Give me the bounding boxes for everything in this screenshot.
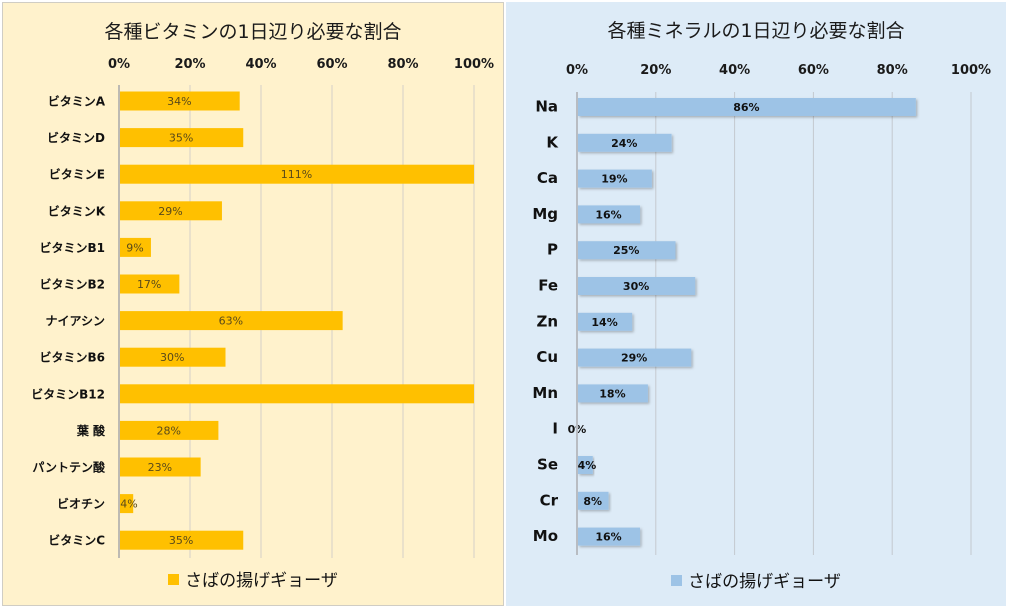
bar [120, 494, 134, 514]
category-label: Cu [536, 348, 558, 366]
data-label: 23% [148, 461, 172, 474]
data-label: 30% [623, 280, 649, 293]
category-label: ビオチン [57, 496, 105, 511]
category-label: Ca [537, 169, 558, 187]
data-label: 9% [126, 241, 143, 254]
bar [578, 312, 633, 331]
bar [120, 530, 244, 550]
x-tick-label: 80% [877, 63, 908, 78]
bar [120, 201, 222, 221]
bar [578, 169, 652, 188]
data-label: 63% [219, 315, 243, 328]
bar [120, 457, 201, 477]
bar [120, 274, 180, 294]
bar [120, 347, 226, 367]
data-label: 111% [281, 168, 312, 181]
vitamin-chart-plot: 0% 20% 40% 60% 80% 100% ビタミンA 34% ビタミンD 35% ビタミンE 1… [31, 57, 494, 558]
category-label: K [546, 133, 559, 151]
bar [120, 91, 240, 111]
data-label: 19% [601, 173, 627, 186]
bar [578, 241, 676, 260]
mineral-chart-title: 各種ミネラルの1日辺り必要な割合 [607, 20, 905, 42]
bar [578, 456, 593, 474]
vitamin-chart-legend: さばの揚げギョーザ [3, 566, 503, 591]
x-tick-label: 0% [108, 57, 130, 72]
category-label: P [547, 241, 558, 259]
data-label: 34% [167, 95, 191, 108]
data-label: 14% [591, 316, 617, 329]
mineral-chart-legend: さばの揚げギョーザ [506, 567, 1006, 592]
category-label: I [552, 420, 558, 438]
data-label: 25% [613, 244, 639, 257]
category-label: Mo [533, 527, 558, 545]
category-label: ビタミンB12 [31, 386, 105, 401]
mineral-chart-panel: 各種ミネラルの1日辺り必要な割合 0% 20% 40% 60% 80% 100% Na 86%… [506, 2, 1006, 606]
data-label: 17% [137, 278, 161, 291]
category-label: ビタミンK [48, 203, 106, 218]
category-label: Zn [536, 312, 558, 330]
category-label: ビタミンB1 [40, 240, 106, 255]
bar [578, 133, 672, 152]
vitamin-chart-panel: 各種ビタミンの1日辺り必要な割合 0% 20% 40% 60% 80% 100% ビタミンA… [2, 2, 504, 606]
bar [120, 311, 343, 331]
data-label: 4% [120, 498, 137, 511]
mineral-chart-plot: 0% 20% 40% 60% 80% 100% Na 86% K 24% Ca 19% Mg 16% P 25… [532, 63, 991, 555]
bar [578, 205, 641, 224]
category-label: ビタミンC [48, 533, 105, 548]
bar [578, 98, 916, 116]
data-label: 30% [160, 351, 184, 364]
x-tick-label: 40% [245, 57, 276, 72]
category-label: ビタミンE [49, 167, 105, 182]
x-tick-label: 0% [566, 63, 588, 78]
category-label: ビタミンB6 [40, 350, 106, 365]
data-label: 4% [578, 459, 597, 472]
data-label: 24% [611, 137, 637, 150]
vitamin-chart-title: 各種ビタミンの1日辺り必要な割合 [104, 21, 402, 43]
category-label: Fe [538, 277, 558, 295]
x-tick-label: 100% [951, 63, 991, 78]
bar [578, 384, 648, 403]
bar [120, 384, 474, 404]
category-label: Cr [540, 491, 559, 509]
x-tick-label: 20% [174, 57, 205, 72]
data-label: 29% [158, 205, 182, 218]
x-tick-label: 40% [719, 63, 750, 78]
bar [120, 420, 219, 440]
category-label: Na [535, 98, 558, 116]
category-label: ビタミンD [47, 130, 105, 145]
data-label: 16% [595, 531, 621, 544]
legend-label: さばの揚げギョーザ [185, 571, 338, 591]
bar [578, 277, 696, 295]
x-tick-label: 80% [387, 57, 418, 72]
category-label: Se [537, 456, 558, 474]
x-tick-label: 100% [454, 57, 494, 72]
category-label: パントテン酸 [32, 460, 106, 475]
data-label: 86% [733, 101, 759, 114]
bar [120, 237, 151, 257]
category-label: ビタミンA [48, 94, 106, 109]
data-label: 16% [595, 208, 621, 221]
data-label: 35% [169, 132, 193, 145]
data-label: 18% [599, 387, 625, 400]
category-label: ナイアシン [45, 314, 105, 328]
legend-label: さばの揚げギョーザ [688, 572, 841, 592]
data-label: 29% [621, 352, 647, 365]
category-label: 葉 酸 [76, 423, 106, 438]
bar [578, 348, 692, 367]
bar [578, 527, 641, 546]
data-label: 8% [583, 495, 602, 508]
x-tick-label: 20% [640, 63, 671, 78]
bar [120, 164, 474, 184]
x-tick-label: 60% [798, 63, 829, 78]
legend-swatch [671, 574, 683, 586]
bar [578, 491, 609, 510]
category-label: Mn [532, 384, 558, 402]
x-tick-label: 60% [316, 57, 347, 72]
bar [120, 128, 244, 148]
data-label: 28% [156, 424, 180, 437]
data-label: 35% [169, 534, 193, 547]
category-label: ビタミンB2 [40, 277, 106, 292]
category-label: Mg [532, 205, 558, 223]
legend-swatch [168, 573, 180, 585]
